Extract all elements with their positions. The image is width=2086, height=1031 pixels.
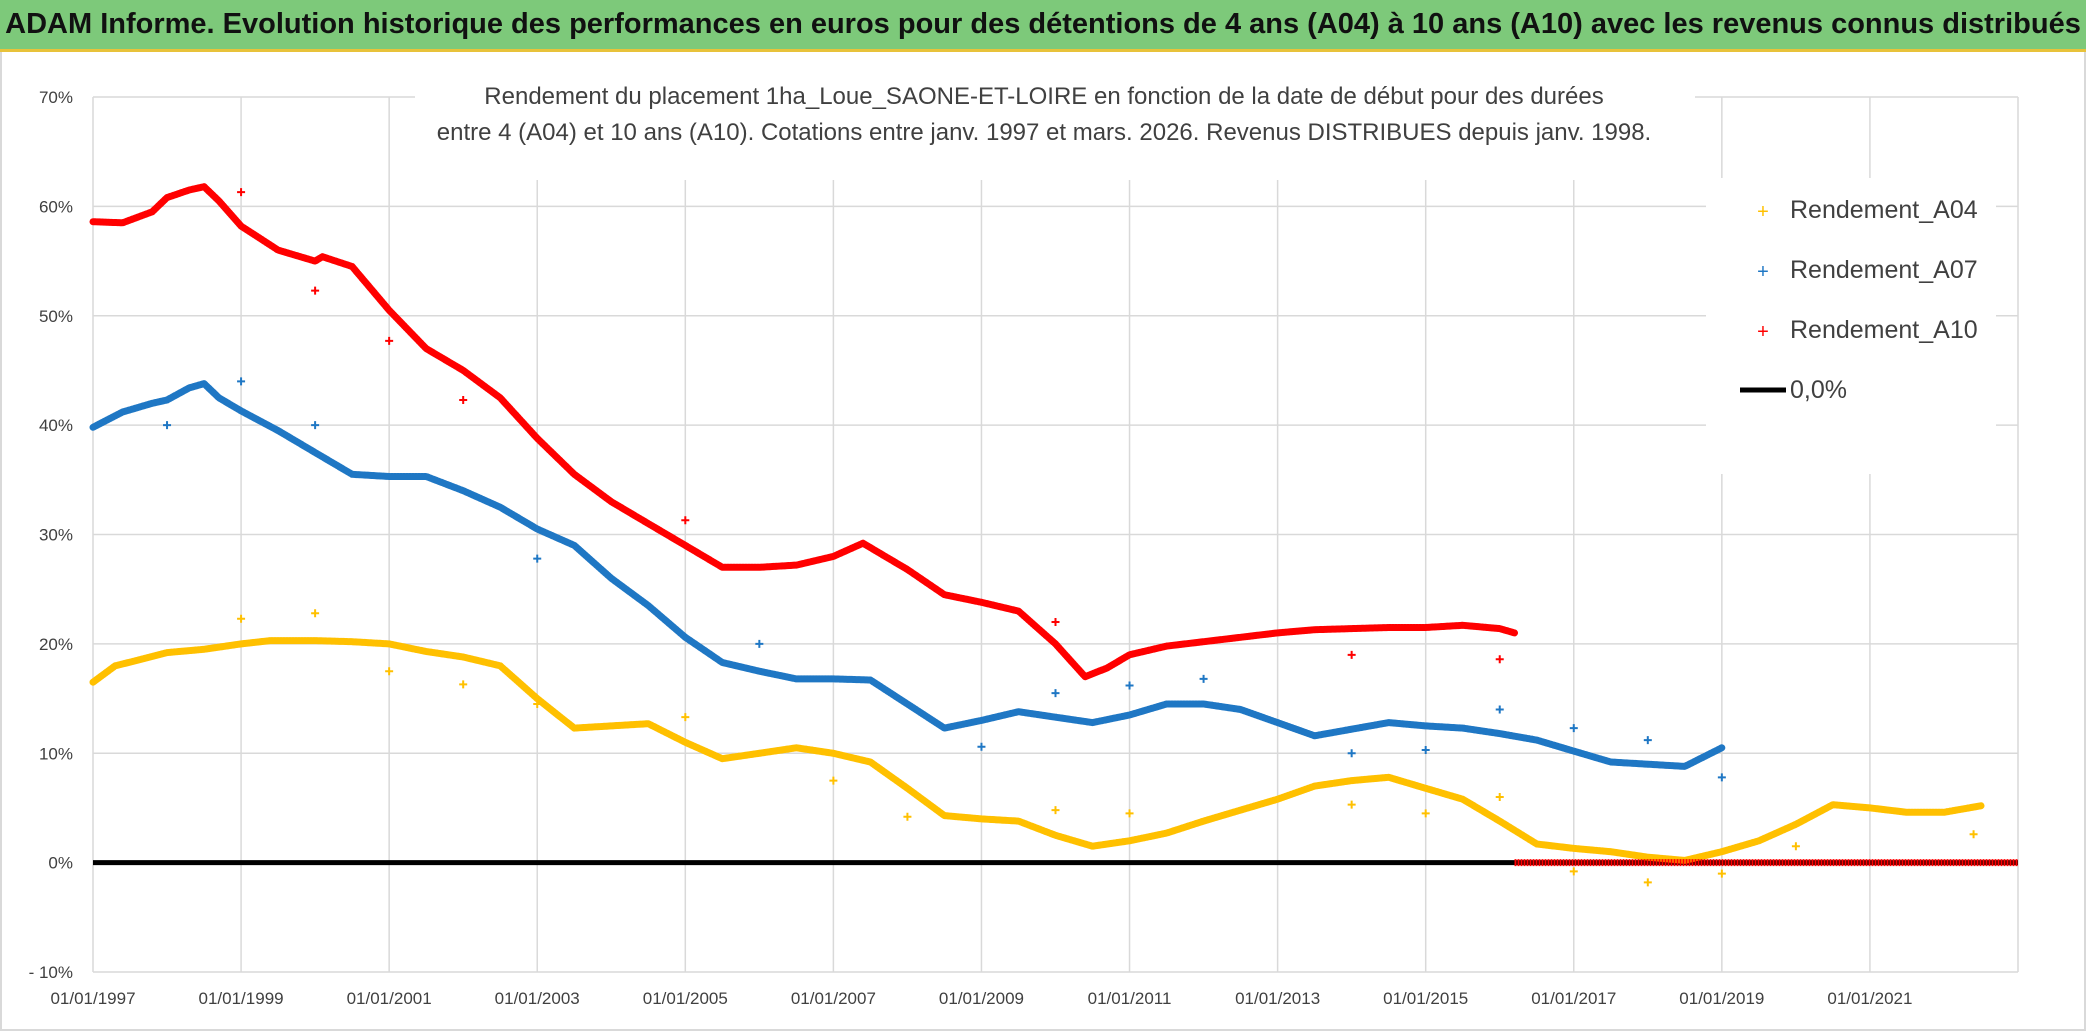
legend-label-a10: Rendement_A10 [1790,316,1978,344]
x-tick-label: 01/01/2013 [1235,989,1320,1008]
marker-rendement-a04 [1495,793,1504,801]
x-tick-label: 01/01/2019 [1679,989,1764,1008]
series-line-rendement-a04 [89,637,1985,864]
chart-title-line-1: Rendement du placement 1ha_Loue_SAONE-ET… [484,83,1603,110]
marker-rendement-a04 [1791,842,1800,851]
marker-rendement-a04 [1347,800,1356,809]
marker-rendement-a07 [755,639,764,648]
x-tick-label: 01/01/2017 [1531,989,1616,1008]
marker-rendement-a07 [1421,745,1430,754]
legend: + Rendement_A04 + Rendement_A07 + Rendem… [1706,178,1996,474]
marker-rendement-a04 [1969,830,1978,839]
marker-rendement-a07 [1643,736,1652,745]
y-tick-label: 40% [39,416,73,435]
legend-label-a07: Rendement_A07 [1790,256,1978,284]
marker-rendement-a07 [311,421,320,430]
marker-rendement-a04 [1421,809,1430,818]
marker-rendement-a04 [681,713,690,722]
x-tick-label: 01/01/1999 [199,989,284,1008]
page-title-banner: ADAM Informe. Evolution historique des p… [0,0,2086,52]
legend-label-a04: Rendement_A04 [1790,196,1978,224]
chart: - 10%0%10%20%30%40%50%60%70% 01/01/1997 0… [29,60,2019,1008]
marker-rendement-a10 [1495,655,1504,664]
legend-marker-a10: + [1757,321,1769,343]
marker-rendement-a04 [459,680,468,689]
chart-title-line-2: entre 4 (A04) et 10 ans (A10). Cotations… [437,119,1651,146]
x-tick-label: 01/01/2021 [1827,989,1912,1008]
legend-marker-a07: + [1757,261,1769,283]
chart-title-background [415,60,1695,180]
series [89,183,2018,887]
marker-rendement-a10 [1347,650,1356,659]
x-tick-label: 01/01/2015 [1383,989,1468,1008]
x-tick-label: 01/01/2011 [1088,989,1172,1008]
legend-label-zero: 0,0% [1790,376,1847,404]
y-tick-label: 0% [48,854,73,873]
marker-rendement-a10 [237,188,246,197]
y-tick-label: 30% [39,526,73,545]
legend-entry-a10: + Rendement_A10 [1757,316,1977,344]
marker-rendement-a07 [163,421,172,430]
y-tick-label: 20% [39,635,73,654]
marker-rendement-a04 [311,609,320,618]
marker-rendement-a10 [385,336,394,345]
marker-rendement-a10 [459,395,468,404]
legend-background [1706,178,1996,474]
series-line-rendement-a10 [89,183,1518,681]
marker-rendement-a07 [1569,724,1578,733]
marker-rendement-a10 [1051,618,1060,626]
marker-rendement-a07 [533,554,542,563]
marker-rendement-a07 [1495,705,1504,714]
x-tick-label: 01/01/2001 [347,989,432,1008]
marker-rendement-a07 [1717,773,1726,782]
x-tick-label: 01/01/2009 [939,989,1024,1008]
marker-rendement-a04 [903,812,912,821]
y-tick-label: - 10% [29,963,73,982]
x-axis-ticks: 01/01/1997 01/01/1999 01/01/2001 01/01/2003… [50,989,1912,1008]
marker-rendement-a04 [1569,867,1578,876]
series-line-rendement-a07 [89,380,1726,770]
marker-rendement-a07 [237,377,246,386]
legend-entry-a07: + Rendement_A07 [1757,256,1977,284]
marker-rendement-a04 [829,776,838,785]
x-tick-label: 01/01/2007 [791,989,876,1008]
marker-rendement-a04 [1717,869,1726,878]
y-tick-label: 50% [39,307,73,326]
y-tick-label: 70% [39,88,73,107]
legend-entry-a04: + Rendement_A04 [1757,196,1978,224]
marker-rendement-a04 [533,700,542,709]
marker-rendement-a07 [1051,689,1060,698]
x-tick-label: 01/01/1997 [50,989,135,1008]
marker-rendement-a10 [311,286,320,295]
y-axis-ticks: - 10% 0% 10% 20% 30% 40% 50% 60% 70% [29,88,73,982]
marker-rendement-a07 [1125,681,1134,690]
legend-entry-zero: 0,0% [1740,376,1847,404]
marker-rendement-a07 [1199,674,1208,683]
legend-marker-a04: + [1757,201,1769,223]
x-tick-label: 01/01/2005 [643,989,728,1008]
marker-rendement-a04 [1051,806,1060,815]
chart-title: Rendement du placement 1ha_Loue_SAONE-ET… [415,60,1695,180]
marker-rendement-a04 [1125,809,1134,818]
marker-rendement-a07 [977,742,986,751]
marker-rendement-a10 [681,516,690,525]
marker-rendement-a04 [1643,878,1652,887]
x-tick-label: 01/01/2003 [495,989,580,1008]
y-tick-label: 60% [39,197,73,216]
marker-rendement-a04 [385,667,394,676]
marker-rendement-a07 [1347,749,1356,758]
marker-rendement-a04 [237,614,246,623]
y-tick-label: 10% [39,744,73,763]
